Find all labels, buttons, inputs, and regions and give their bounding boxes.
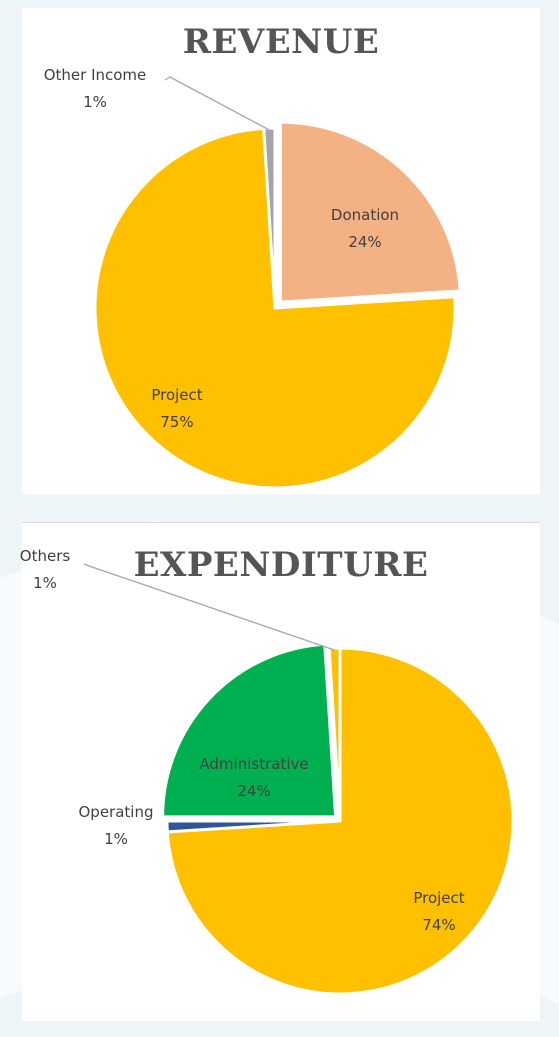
slice-value-donation: 24% [348,233,381,251]
expenditure-chart-panel: EXPENDITURE Project 74% Operating 1% Adminis… [20,522,540,1021]
slice-label-others: Others [20,547,71,565]
slice-value-administrative: 24% [237,782,270,800]
pie-slice-project [93,126,457,490]
slice-label-project: Project [413,889,464,907]
slice-value-other-income: 1% [83,93,107,111]
slice-label-project: Project [151,386,202,404]
expenditure-chart-title: EXPENDITURE [133,545,429,585]
revenue-chart-title: REVENUE [182,22,380,62]
slice-label-donation: Donation [331,206,399,224]
expenditure-pie-chart: Project 74% Operating 1% Administrative 24% Ot… [20,547,515,996]
slice-label-operating: Operating [79,803,154,821]
pie-slice-other-income [262,126,277,309]
revenue-chart-panel: REVENUE Donation 24% Project 75% Other Incom… [22,8,540,494]
slice-label-administrative: Administrative [199,755,308,773]
slice-label-other-income: Other Income [44,66,147,84]
pie-slice-administrative [161,642,338,819]
slice-value-operating: 1% [104,830,128,848]
slice-value-project: 74% [422,916,455,934]
leader-line [164,76,270,131]
slice-value-others: 1% [33,574,57,592]
pie-slice-operating [165,819,341,834]
revenue-pie-chart: Donation 24% Project 75% Other Income 1% [44,66,462,490]
leader-line [83,563,335,651]
pie-slice-donation [278,120,462,304]
slice-value-project: 75% [160,413,193,431]
